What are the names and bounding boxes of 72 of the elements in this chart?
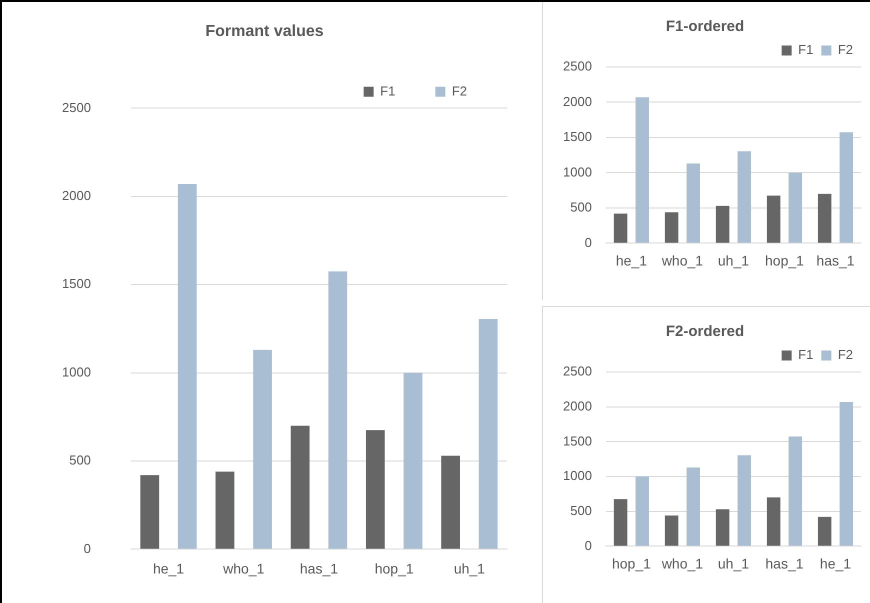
legend-label: F2	[452, 83, 467, 98]
chart-title: Formant values	[205, 23, 324, 40]
x-tick-label: hop_1	[374, 560, 414, 576]
legend-label: F2	[838, 42, 853, 58]
y-tick-label: 2000	[563, 398, 592, 414]
x-tick-label: he_1	[616, 252, 648, 268]
bar	[716, 206, 730, 243]
bar	[716, 509, 730, 546]
x-tick-label: who_1	[660, 252, 704, 268]
bar	[253, 350, 272, 549]
x-tick-label: who_1	[660, 555, 704, 572]
bar	[614, 499, 628, 546]
y-tick-label: 0	[584, 538, 592, 553]
legend-label: F1	[380, 83, 396, 98]
y-tick-label: 1000	[563, 164, 592, 180]
bar	[738, 151, 752, 243]
bar	[404, 372, 422, 549]
bar	[788, 172, 802, 243]
bar	[441, 456, 460, 549]
x-tick-label: he_1	[152, 560, 184, 576]
legend-label: F1	[798, 42, 814, 58]
bar	[738, 455, 752, 546]
y-tick-label: 500	[69, 452, 91, 468]
y-tick-label: 2500	[563, 58, 592, 74]
x-tick-label: uh_1	[718, 555, 750, 572]
bar	[614, 214, 628, 243]
legend-label: F2	[838, 347, 853, 362]
bar	[664, 516, 678, 546]
x-tick-label: has_1	[816, 252, 855, 268]
bar	[818, 516, 832, 546]
chart-title: F1-ordered	[666, 18, 744, 36]
bar	[366, 430, 385, 549]
bar	[328, 271, 348, 549]
y-tick-label: 1000	[563, 468, 592, 484]
bar	[766, 196, 780, 243]
y-tick-label: 2500	[563, 364, 592, 379]
bar	[178, 184, 197, 549]
y-tick-label: 2500	[62, 100, 91, 115]
x-tick-label: uh_1	[454, 560, 486, 576]
y-tick-label: 1500	[563, 433, 592, 448]
x-tick-label: hop_1	[765, 252, 804, 268]
y-tick-label: 500	[570, 502, 592, 518]
bar	[140, 475, 160, 549]
y-tick-label: 2000	[563, 94, 592, 109]
bar	[840, 402, 854, 546]
chart-title: F2-ordered	[666, 323, 744, 340]
y-tick-label: 1500	[62, 276, 91, 292]
y-tick-label: 0	[584, 234, 592, 250]
y-tick-label: 1000	[62, 364, 91, 380]
x-tick-label: hop_1	[612, 555, 652, 572]
bar	[290, 426, 310, 549]
y-tick-label: 1500	[563, 129, 592, 144]
bar	[788, 436, 802, 546]
x-tick-label: he_1	[820, 555, 852, 572]
bar	[636, 97, 649, 243]
bar	[818, 194, 832, 243]
bar	[478, 319, 498, 549]
x-tick-label: uh_1	[718, 252, 750, 268]
y-tick-label: 0	[84, 540, 91, 556]
bar	[664, 212, 678, 243]
x-tick-label: has_1	[765, 555, 804, 572]
legend-label: F1	[798, 347, 814, 362]
y-tick-label: 500	[570, 200, 592, 215]
bar	[840, 132, 854, 243]
bar	[686, 164, 700, 243]
bar	[636, 476, 649, 546]
x-tick-label: who_1	[222, 560, 265, 576]
bar	[216, 472, 234, 549]
bar	[766, 497, 780, 546]
x-tick-label: has_1	[300, 560, 338, 576]
y-tick-label: 2000	[62, 188, 91, 203]
bar	[686, 467, 700, 546]
